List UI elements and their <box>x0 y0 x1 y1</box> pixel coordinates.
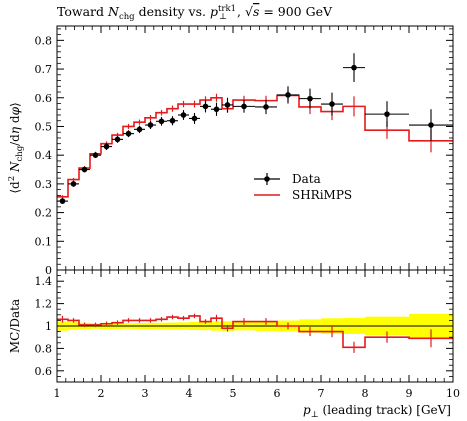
data-point-marker <box>180 112 187 118</box>
y-tick-label: 0.3 <box>35 178 53 191</box>
x-tick-label: 3 <box>142 387 149 400</box>
y-tick-label: 0.1 <box>35 235 53 248</box>
data-point <box>211 102 222 116</box>
data-point-marker <box>147 122 154 128</box>
data-point-marker <box>191 115 198 122</box>
data-point-marker <box>92 152 99 158</box>
ratio-y-tick-label: 1.4 <box>35 275 53 288</box>
data-point <box>123 130 134 138</box>
data-point <box>277 86 299 104</box>
data-point <box>112 135 123 143</box>
ratio-shrimps-histogram <box>57 315 453 349</box>
data-point <box>134 125 145 134</box>
y-tick-label: 0 <box>45 264 52 277</box>
ratio-data-band <box>57 313 453 339</box>
y-tick-label: 0.2 <box>35 207 53 220</box>
data-point-marker <box>384 111 390 117</box>
y-tick-label: 0.7 <box>35 63 53 76</box>
legend-entry-shrimps: SHRiMPS <box>254 188 352 202</box>
main-ticks: 0 0.1 0.2 0.3 0.4 0.5 0.6 0.7 0.8 <box>35 26 454 277</box>
data-points <box>57 53 453 204</box>
x-tick-label: 10 <box>446 387 460 400</box>
data-point-marker <box>125 130 132 137</box>
data-point <box>156 116 167 126</box>
data-point-marker <box>136 126 143 133</box>
data-point <box>200 100 211 113</box>
data-point <box>57 198 68 204</box>
data-point-marker <box>158 118 165 125</box>
data-point <box>365 101 409 128</box>
x-tick-label: 9 <box>406 387 413 400</box>
data-point-marker <box>59 198 66 204</box>
data-point <box>409 109 453 141</box>
ratio-y-tick-label: 1 <box>45 320 52 333</box>
y-axis-label: ⟨d2 Nchg/dη dφ⟩ <box>7 102 25 193</box>
x-tick-label: 4 <box>186 387 193 400</box>
data-point-marker <box>263 104 269 110</box>
data-point <box>233 100 255 113</box>
data-point <box>167 116 178 126</box>
data-point <box>189 112 200 124</box>
x-tick-label: 8 <box>362 387 369 400</box>
data-point-marker <box>103 143 110 150</box>
data-point-marker <box>213 106 220 113</box>
x-tick-label: 1 <box>54 387 61 400</box>
legend-data-marker <box>264 176 270 182</box>
ratio-series <box>57 313 453 353</box>
data-point-marker <box>329 101 335 107</box>
data-point-marker <box>70 181 77 187</box>
ratio-y-axis-label: MC/Data <box>8 299 22 353</box>
ratio-frame <box>56 269 454 383</box>
data-point <box>90 152 101 159</box>
data-point <box>321 92 343 116</box>
chart-title: Toward Nchg density vs. ptrk1 ⊥, √s = 900… <box>57 4 333 22</box>
data-point <box>343 53 365 82</box>
ratio-ticks: 1 2 3 4 5 6 7 8 9 10 0.6 0.8 1 1.2 1.4 <box>35 270 460 400</box>
data-point-marker <box>202 103 209 110</box>
data-point <box>68 181 79 187</box>
data-point-marker <box>224 102 231 108</box>
y-tick-label: 0.4 <box>35 149 53 162</box>
legend-label-shrimps: SHRiMPS <box>292 188 352 202</box>
data-point <box>145 121 156 130</box>
data-point <box>222 97 233 113</box>
x-tick-label: 2 <box>98 387 105 400</box>
x-tick-label: 6 <box>274 387 281 400</box>
data-point-marker <box>81 166 88 173</box>
data-point <box>101 143 112 151</box>
data-point-marker <box>307 95 313 102</box>
y-tick-label: 0.8 <box>35 34 53 47</box>
data-point <box>299 88 321 109</box>
x-tick-label: 7 <box>318 387 325 400</box>
data-point-marker <box>428 122 434 128</box>
y-tick-label: 0.6 <box>35 92 53 105</box>
data-point-marker <box>169 117 176 124</box>
data-point <box>79 166 90 173</box>
legend: Data SHRiMPS <box>254 172 352 202</box>
main-frame <box>56 25 454 271</box>
x-axis-label: p⊥ (leading track) [GeV] <box>303 403 451 420</box>
data-point-marker <box>114 136 121 143</box>
data-point-marker <box>285 92 291 98</box>
ratio-y-tick-label: 1.2 <box>35 298 53 311</box>
legend-label-data: Data <box>292 172 321 186</box>
ratio-y-tick-label: 0.8 <box>35 342 53 355</box>
data-point <box>255 99 277 115</box>
ratio-y-tick-label: 0.6 <box>35 365 53 378</box>
shrimps-histogram <box>57 94 453 198</box>
data-point-marker <box>241 103 247 110</box>
data-point-marker <box>351 64 357 71</box>
y-tick-label: 0.5 <box>35 120 53 133</box>
data-point <box>178 110 189 120</box>
x-tick-label: 5 <box>230 387 237 400</box>
legend-entry-data: Data <box>254 172 321 186</box>
